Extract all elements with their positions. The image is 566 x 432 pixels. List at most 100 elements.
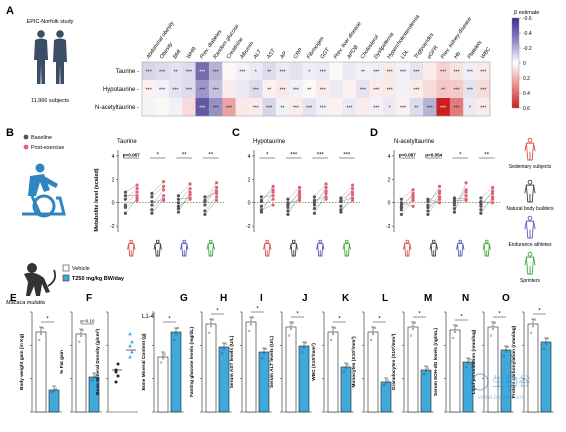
vehicle-point (41, 326, 44, 330)
heatmap-significance: *** (199, 70, 205, 76)
vehicle-bar (449, 329, 461, 413)
post-exercise-point (324, 191, 328, 195)
significance-label: * (338, 317, 341, 323)
heatmap-cell (356, 80, 370, 99)
panel-letter: E (10, 293, 17, 304)
heatmap-significance: *** (293, 106, 299, 112)
bar-title: L1-4 (142, 314, 155, 320)
vehicle-point (452, 337, 455, 340)
post-exercise-point (324, 189, 328, 193)
treated-point (224, 342, 227, 345)
post-exercise-point (437, 189, 442, 193)
post-exercise-point (297, 185, 302, 190)
heatmap-significance: *** (186, 70, 192, 76)
heatmap-cell (342, 80, 357, 99)
significance-label: * (459, 153, 462, 159)
bar-ylabel: Serum ALT levels (U/L) (269, 336, 275, 388)
baseline-point (339, 204, 343, 208)
pair-line (314, 196, 327, 201)
post-exercise-point (350, 192, 355, 197)
bar-ylabel: Protein carbonylation (nmol/ug) (511, 325, 517, 398)
baseline-point (479, 202, 483, 206)
heatmap-significance: *** (159, 88, 165, 94)
heatmap-cell (168, 98, 183, 117)
post-exercise-point (411, 204, 415, 208)
panel-letter: I (260, 293, 263, 304)
vehicle-bar (75, 333, 87, 413)
bar-ylabel: Serum AST levels (U/L) (229, 335, 235, 388)
post-exercise-point (271, 203, 275, 207)
baseline-point (286, 197, 290, 201)
group-figure-icon (127, 239, 136, 257)
group-figure-icon-body (264, 243, 271, 257)
group-figure-icon-head (129, 239, 134, 244)
group-figure-icon-body (128, 243, 135, 257)
group-figure-icon-arms (316, 244, 325, 250)
vehicle-point (248, 329, 251, 333)
heatmap-cell (235, 62, 250, 81)
heatmap-significance: *** (427, 106, 433, 112)
baseline-point (150, 203, 154, 207)
heatmap-cell (396, 80, 410, 99)
post-exercise-point (161, 180, 166, 184)
group-label: Sedentary subjects (509, 164, 552, 170)
treated-bar (298, 345, 310, 413)
group-figure-icon-head (405, 239, 410, 244)
baseline-point (259, 210, 264, 214)
heatmap-cell (409, 98, 424, 117)
heatmap-cell (329, 98, 343, 117)
baseline-point (203, 199, 207, 204)
baseline-point (150, 199, 154, 204)
bar-panel: J WBC (X10³/mm³) * (302, 293, 354, 413)
heatmap-cell (463, 98, 477, 117)
group-figure-icon-head (484, 239, 489, 244)
heatmap-cell (155, 80, 169, 99)
y-tick-label: 4 (388, 154, 391, 160)
heatmap-cell (275, 62, 290, 81)
pair-line (287, 187, 300, 200)
heatmap-cell (142, 98, 156, 117)
baseline-point (452, 206, 457, 211)
heatmap-significance: *** (253, 88, 259, 94)
heatmap-significance: *** (320, 70, 326, 76)
pair-line (401, 197, 414, 210)
post-exercise-point (271, 184, 275, 188)
side-group-figure-icon-arms (524, 257, 536, 266)
group-figure-icon-head (458, 239, 463, 244)
vehicle-point (373, 326, 376, 330)
heatmap-cell (208, 98, 223, 117)
pair-line (151, 199, 164, 214)
treated-point (384, 381, 388, 384)
pair-line (178, 194, 191, 209)
pair-line (427, 199, 440, 208)
group-label: Endurance athletes (508, 242, 552, 248)
treated-point (130, 340, 134, 344)
treated-point (301, 351, 304, 354)
heatmap-cell (409, 62, 424, 81)
heatmap-cell (423, 80, 437, 99)
vehicle-point (370, 338, 373, 342)
baseline-point (452, 201, 457, 205)
group-figure-icon-arms (180, 244, 189, 250)
pair-line (151, 195, 164, 210)
vehicle-point (78, 340, 81, 343)
post-exercise-point (188, 192, 192, 197)
pair-line (427, 196, 440, 215)
baseline-point (426, 203, 430, 207)
pair-line (178, 192, 191, 213)
heatmap-significance: *** (226, 106, 232, 112)
heatmap-cell (168, 62, 183, 81)
baseline-point (479, 199, 483, 204)
vehicle-legend-label: Vehicle (72, 266, 90, 272)
treated-point (51, 391, 54, 394)
vehicle-point (291, 321, 294, 324)
heatmap-cell (423, 62, 437, 81)
group-figure-icon (403, 239, 412, 257)
significance-label: * (418, 312, 421, 318)
post-exercise-point (350, 187, 355, 191)
post-exercise-point (297, 194, 302, 198)
pair-line (125, 192, 138, 206)
panel-letter: G (180, 293, 188, 304)
post-exercise-point (350, 196, 355, 200)
group-figure-icon-body (181, 243, 188, 257)
